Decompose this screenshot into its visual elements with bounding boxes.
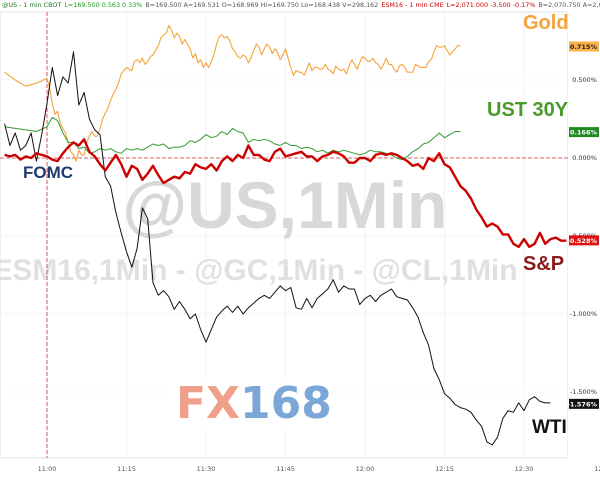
label-ust30y: UST 30Y: [487, 99, 569, 121]
header-sp-stats: B=2,070.750 A=2,071.25(: [538, 1, 600, 9]
header-sp-ticker: ESM16 - 1 min CME: [381, 1, 443, 9]
x-tick-label: 12:45: [594, 465, 600, 473]
y-tick-label: -1.500%: [570, 388, 597, 396]
x-tick-label: 12:15: [435, 465, 454, 473]
last-value-tag-text: -0.528%: [567, 237, 597, 245]
y-axis-panel: [568, 12, 600, 458]
header: @US - 1 min CBOT L=169.500 0.563 0.33% B=1…: [2, 1, 600, 9]
series-line-gold: [4, 24, 461, 162]
series-line-wti: [4, 51, 551, 446]
watermark-sub: ESM16,1Min - @GC,1Min - @CL,1Min: [0, 254, 518, 287]
last-value-tag-bg: [569, 127, 599, 138]
logo-fx: FX: [176, 378, 240, 429]
x-tick-label: 11:30: [197, 465, 216, 473]
last-value-tag-text: 0.715%: [570, 43, 598, 51]
last-value-tag-bg: [569, 398, 599, 409]
x-tick-label: 11:00: [38, 465, 57, 473]
grid: [0, 12, 568, 458]
label-gold: Gold: [523, 12, 569, 34]
last-value-tag-text: -1.576%: [567, 400, 597, 408]
header-gold-last: L=169.500 0.563 0.33%: [64, 1, 142, 9]
fomc-marker: [0, 12, 568, 458]
header-gold-ticker: @US - 1 min CBOT: [2, 1, 61, 9]
y-tick-label: 0.500%: [572, 76, 597, 84]
y-tick-label: 0.000%: [572, 154, 597, 162]
watermark-main: @US,1Min: [123, 168, 448, 242]
label-sp: S&P: [523, 253, 564, 275]
logo: FX168: [176, 378, 332, 429]
last-value-tag-bg: [569, 41, 599, 52]
y-tick-label: -1.000%: [570, 310, 597, 318]
x-tick-label: 12:00: [356, 465, 375, 473]
last-value-tag-bg: [569, 235, 599, 246]
last-value-tags: 0.715% 0.166% -0.528% -1.576%: [567, 41, 599, 409]
x-tick-label: 11:15: [117, 465, 136, 473]
logo-num: 168: [240, 378, 332, 429]
header-sp-last: L=2,071.000 -3.500 -0.17%: [447, 1, 536, 9]
label-fomc: FOMC: [23, 163, 73, 182]
x-tick-label: 11:45: [276, 465, 295, 473]
last-value-tag-text: 0.166%: [570, 129, 598, 137]
header-gold-stats: B=169.500 A=169.531 O=168.969 Hi=169.750…: [145, 1, 378, 9]
logo-box: [170, 378, 302, 430]
series-group: [4, 24, 567, 446]
series-line-sp: [4, 138, 567, 249]
label-wti: WTI: [532, 417, 567, 438]
x-tick-label: 12:30: [515, 465, 534, 473]
